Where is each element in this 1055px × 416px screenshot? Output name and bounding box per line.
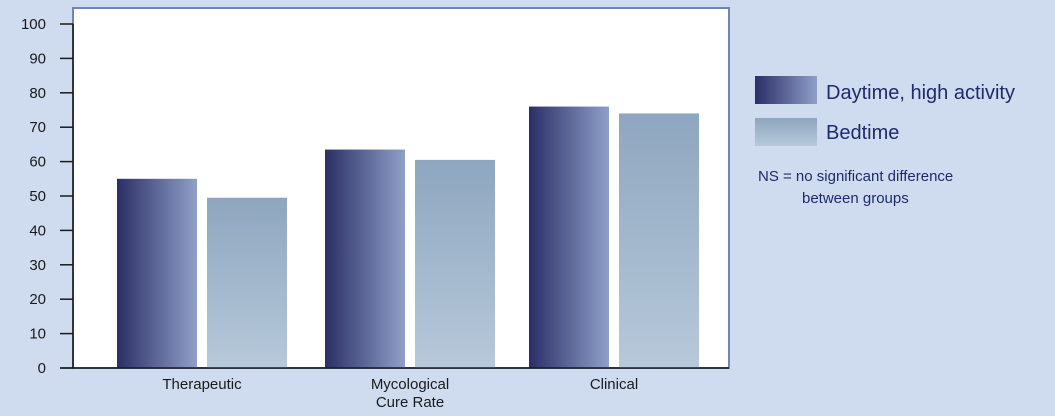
- bar-bedtime-1: [415, 159, 495, 368]
- y-tick-label-10: 10: [29, 326, 46, 343]
- y-tick-label-20: 20: [29, 291, 46, 308]
- y-tick-label-80: 80: [29, 85, 46, 102]
- y-tick-label-30: 30: [29, 257, 46, 274]
- legend-swatch-daytime: [755, 76, 817, 104]
- note-line-1: NS = no significant difference: [758, 168, 953, 185]
- y-tick-label-90: 90: [29, 50, 46, 67]
- bar-daytime-2: [529, 106, 609, 368]
- y-tick-label-70: 70: [29, 119, 46, 136]
- y-tick-label-0: 0: [38, 360, 46, 377]
- bar-bedtime-2: [619, 113, 699, 368]
- y-tick-label-100: 100: [21, 16, 46, 33]
- y-ticks: 0 10 20 30 40 50 60 70 80 90 100: [21, 16, 73, 377]
- legend-swatch-bedtime: [755, 118, 817, 146]
- x-category-label-1: Mycological Cure Rate: [371, 376, 449, 411]
- y-tick-label-60: 60: [29, 154, 46, 171]
- legend-label-daytime: Daytime, high activity: [826, 82, 1015, 104]
- x-category-label-0: Therapeutic: [162, 376, 242, 393]
- note-line-2: between groups: [802, 190, 909, 207]
- bar-bedtime-0: [207, 197, 287, 368]
- bars-layer: [117, 106, 699, 368]
- legend: Daytime, high activity Bedtime: [755, 76, 1015, 146]
- legend-label-bedtime: Bedtime: [826, 122, 899, 144]
- ns-note: NS = no significant difference between g…: [758, 168, 953, 207]
- bar-daytime-1: [325, 149, 405, 368]
- x-category-labels: Therapeutic Mycological Cure Rate Clinical: [162, 376, 638, 411]
- bar-daytime-0: [117, 178, 197, 368]
- y-tick-label-50: 50: [29, 188, 46, 205]
- x-category-label-2: Clinical: [590, 376, 638, 393]
- y-tick-label-40: 40: [29, 222, 46, 239]
